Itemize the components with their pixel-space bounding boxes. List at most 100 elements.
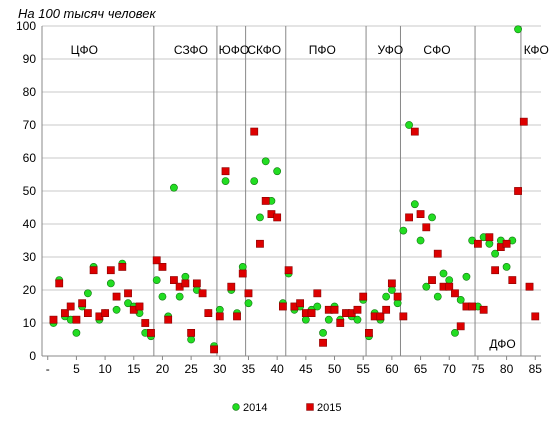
y-tick-label: 80 bbox=[23, 85, 37, 99]
legend-marker-2014 bbox=[232, 403, 240, 411]
point-2014 bbox=[238, 262, 247, 271]
point-2015 bbox=[152, 256, 161, 265]
point-2015 bbox=[221, 167, 230, 176]
point-2014 bbox=[319, 328, 327, 337]
x-tick-label: - bbox=[46, 362, 50, 376]
point-2014 bbox=[256, 213, 264, 222]
y-tick-labels: 0 10 20 30 40 50 60 70 80 90 100 bbox=[16, 19, 36, 363]
point-2015 bbox=[525, 282, 534, 291]
district-label: ЮФО bbox=[219, 43, 250, 57]
y-tick-label: 50 bbox=[23, 184, 37, 198]
point-2015 bbox=[468, 302, 477, 311]
legend-marker-2015 bbox=[306, 403, 314, 411]
point-2014 bbox=[445, 276, 454, 284]
point-2014 bbox=[485, 239, 494, 248]
point-2015 bbox=[118, 262, 127, 271]
district-label: СЗФО bbox=[174, 43, 208, 57]
point-2015 bbox=[89, 266, 98, 275]
district-label: КФО bbox=[524, 43, 549, 57]
point-2015 bbox=[456, 322, 465, 331]
point-2015 bbox=[61, 309, 69, 317]
x-tick-label: 50 bbox=[328, 362, 342, 376]
x-tick-label: 65 bbox=[414, 362, 428, 376]
point-2015 bbox=[135, 302, 144, 311]
point-2014 bbox=[106, 279, 115, 288]
point-2014 bbox=[462, 272, 471, 281]
point-2014 bbox=[175, 292, 184, 301]
data-points bbox=[49, 25, 540, 354]
point-2015 bbox=[353, 305, 362, 314]
x-tick-label: 25 bbox=[184, 362, 198, 376]
point-2014 bbox=[422, 282, 431, 291]
point-2015 bbox=[307, 309, 316, 317]
point-2014 bbox=[439, 269, 448, 278]
point-2015 bbox=[359, 292, 368, 301]
x-tick-label: 30 bbox=[213, 362, 227, 376]
point-2015 bbox=[416, 210, 425, 218]
chart-subtitle: На 100 тысяч человек bbox=[18, 6, 157, 21]
point-2014 bbox=[491, 249, 500, 258]
point-2015 bbox=[428, 276, 436, 284]
point-2014 bbox=[152, 276, 161, 284]
point-2014 bbox=[244, 299, 253, 308]
x-tick-label: 80 bbox=[500, 362, 514, 376]
x-tick-label: 40 bbox=[270, 362, 284, 376]
point-2015 bbox=[376, 312, 385, 321]
point-2015 bbox=[313, 289, 322, 298]
point-2015 bbox=[198, 289, 207, 298]
point-2015 bbox=[393, 292, 402, 301]
district-label: ЦФО bbox=[71, 43, 98, 57]
x-tick-label: 45 bbox=[299, 362, 313, 376]
point-2015 bbox=[181, 279, 190, 288]
x-tick-label: 5 bbox=[73, 362, 80, 376]
y-tick-label: 40 bbox=[23, 217, 37, 231]
point-2015 bbox=[485, 233, 494, 242]
point-2015 bbox=[296, 299, 305, 308]
point-2014 bbox=[405, 121, 413, 129]
point-2015 bbox=[382, 305, 391, 314]
point-2015 bbox=[405, 213, 413, 222]
y-tick-label: 100 bbox=[16, 19, 36, 33]
y-tick-label: 90 bbox=[23, 52, 37, 66]
point-2015 bbox=[83, 309, 92, 317]
point-2015 bbox=[106, 266, 115, 275]
point-2015 bbox=[227, 282, 236, 291]
point-2014 bbox=[72, 328, 81, 337]
point-2015 bbox=[192, 279, 201, 288]
point-2015 bbox=[215, 312, 224, 321]
point-2015 bbox=[72, 315, 81, 324]
point-2015 bbox=[508, 276, 517, 284]
point-2015 bbox=[502, 239, 511, 248]
point-2015 bbox=[479, 305, 488, 314]
point-2014 bbox=[399, 226, 408, 235]
x-tick-label: 15 bbox=[127, 362, 141, 376]
point-2014 bbox=[273, 167, 282, 176]
point-2015 bbox=[273, 213, 282, 222]
y-tick-label: 30 bbox=[23, 250, 37, 264]
district-label: ДФО bbox=[489, 337, 515, 351]
point-2014 bbox=[215, 305, 224, 314]
y-tick-label: 0 bbox=[29, 349, 36, 363]
point-2015 bbox=[250, 127, 259, 136]
point-2015 bbox=[78, 299, 87, 308]
point-2015 bbox=[451, 289, 459, 298]
point-2014 bbox=[502, 262, 511, 271]
y-tick-label: 10 bbox=[23, 316, 37, 330]
legend-label-2014: 2014 bbox=[243, 402, 267, 414]
point-2014 bbox=[313, 302, 322, 311]
district-label: УФО bbox=[378, 43, 404, 57]
point-2015 bbox=[261, 197, 270, 205]
point-2015 bbox=[330, 305, 339, 314]
point-2014 bbox=[261, 157, 270, 166]
point-2014 bbox=[124, 299, 132, 308]
point-2014 bbox=[387, 286, 396, 294]
district-label: СФО bbox=[423, 43, 450, 57]
point-2014 bbox=[83, 289, 92, 298]
point-2014 bbox=[158, 292, 167, 301]
point-2015 bbox=[204, 309, 213, 317]
point-2015 bbox=[244, 289, 253, 298]
point-2014 bbox=[456, 295, 465, 304]
point-2015 bbox=[187, 328, 196, 337]
